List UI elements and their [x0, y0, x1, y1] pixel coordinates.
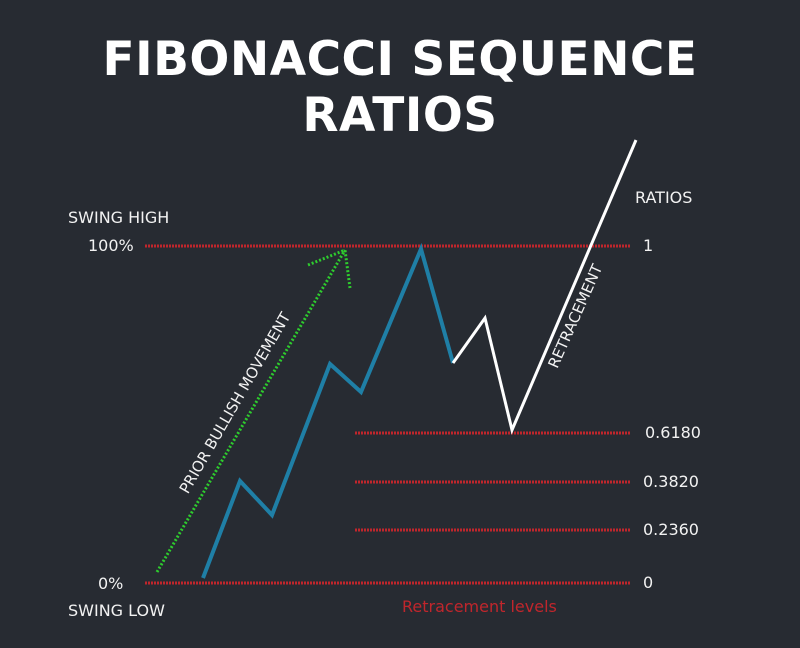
retracement-levels-caption: Retracement levels	[402, 597, 557, 616]
title-line-2: RATIOS	[302, 88, 498, 143]
low-percent-label: 0%	[98, 574, 124, 593]
swing-high-label: SWING HIGH	[68, 208, 170, 227]
prior-move-arrow	[155, 248, 352, 573]
ratio-label-0236: 0.2360	[643, 520, 699, 539]
ratio-label-1: 1	[643, 236, 654, 255]
high-percent-label: 100%	[88, 236, 134, 255]
retracement-line	[451, 139, 638, 435]
ratio-label-0382: 0.3820	[643, 472, 699, 491]
swing-low-label: SWING LOW	[68, 601, 165, 620]
ratio-label-0618: 0.6180	[645, 423, 701, 442]
ratio-label-0: 0	[643, 573, 654, 592]
ratios-header: RATIOS	[635, 188, 693, 207]
uptrend-line	[201, 242, 455, 579]
title-line-1: FIBONACCI SEQUENCE	[102, 32, 698, 87]
